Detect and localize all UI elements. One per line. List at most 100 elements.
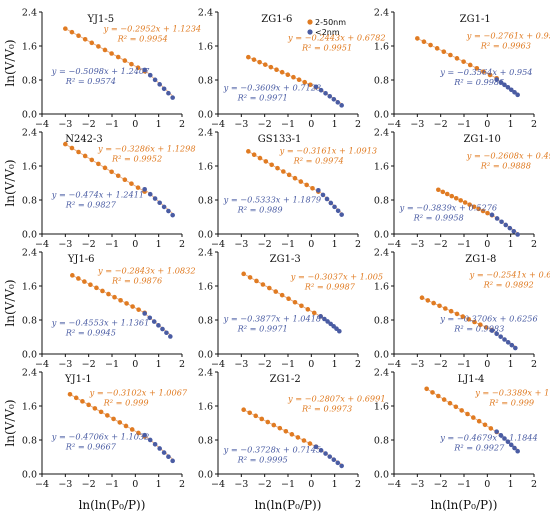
micro-equation: y = −0.4553x + 1.1361 — [51, 317, 150, 327]
y-tick-label: 0.0 — [198, 350, 213, 361]
point-meso — [82, 279, 87, 284]
x-tick-label: 2 — [531, 119, 537, 130]
point-micro — [164, 330, 169, 336]
point-meso — [82, 36, 88, 42]
point-micro — [170, 212, 175, 218]
x-tick-label: −1 — [281, 119, 295, 130]
panel-title: ZG1-2 — [270, 374, 301, 385]
point-meso — [458, 198, 463, 203]
y-tick-label: 1.6 — [22, 402, 37, 413]
point-meso — [254, 278, 259, 284]
point-micro — [499, 219, 504, 225]
point-micro — [332, 204, 337, 210]
point-micro — [161, 450, 167, 455]
point-meso — [260, 282, 266, 287]
x-tick-label: −4 — [387, 359, 401, 370]
panel-gs133-1: 0.0 0.8 1.6 2.4 −4 −3 −2 −1 0 1 2 GS133-1y = −0.316… — [198, 128, 377, 251]
point-meso — [308, 82, 313, 88]
point-meso — [305, 307, 311, 312]
panel-title: YJ1-5 — [86, 14, 114, 25]
x-tick-label: 2 — [179, 239, 185, 250]
point-micro — [513, 345, 518, 351]
point-meso — [471, 415, 476, 420]
point-meso — [286, 296, 291, 302]
legend-meso-label: 2-50nm — [315, 18, 346, 27]
point-meso — [441, 49, 447, 54]
point-meso — [443, 306, 448, 311]
x-tick-label: 1 — [156, 119, 162, 130]
x-tick-label: 1 — [332, 479, 338, 490]
point-meso — [102, 165, 108, 171]
y-tick-label: 2.4 — [22, 8, 37, 19]
point-micro — [508, 442, 514, 448]
x-tick-label: −4 — [211, 479, 225, 490]
point-meso — [448, 52, 453, 58]
x-tick-label: −2 — [434, 239, 448, 250]
point-micro — [515, 448, 520, 454]
x-tick-label: 1 — [156, 479, 162, 490]
point-meso — [246, 54, 251, 60]
panel-zg1-3: 0.0 0.8 1.6 2.4 −4 −3 −2 −1 0 1 2 ZG1-3 y = −0.3037x… — [198, 248, 383, 371]
point-meso — [291, 74, 296, 80]
x-tick-label: 0 — [132, 239, 138, 250]
point-micro — [489, 212, 495, 218]
point-micro — [323, 451, 328, 456]
y-tick-label: 0.0 — [374, 350, 389, 361]
point-meso — [80, 399, 85, 404]
point-meso — [262, 62, 268, 67]
x-tick-label: 0 — [484, 359, 490, 370]
point-meso — [257, 155, 263, 161]
x-tick-label: −2 — [258, 479, 272, 490]
micro-equation: y = −0.3728x + 0.7145 — [223, 445, 322, 455]
y-tick-label: 0.0 — [198, 230, 213, 241]
panel-title: ZG1-10 — [463, 134, 500, 145]
point-micro — [318, 448, 324, 453]
x-tick-label: 2 — [179, 479, 185, 490]
point-meso — [94, 285, 99, 291]
panel-yj1-6: 0.0 0.8 1.6 2.4 −4 −3 −2 −1 0 1 2 YJ1-6y = −0.2843x… — [22, 248, 196, 371]
point-meso — [67, 392, 73, 397]
x-tick-label: −1 — [457, 239, 471, 250]
micro-equation: y = −0.5098x + 1.2407 — [51, 66, 150, 76]
y-tick-label: 1.6 — [22, 162, 37, 173]
point-micro — [339, 463, 344, 469]
x-tick-label: −2 — [434, 359, 448, 370]
point-micro — [313, 444, 319, 450]
point-meso — [271, 422, 277, 428]
point-meso — [124, 301, 129, 306]
point-micro — [489, 328, 495, 333]
point-meso — [109, 169, 114, 175]
y-tick-label: 1.6 — [22, 42, 37, 53]
x-tick-label: −1 — [457, 479, 471, 490]
point-meso — [100, 288, 105, 294]
point-meso — [274, 67, 279, 72]
x-tick-label: −2 — [82, 239, 96, 250]
x-tick-label: −2 — [434, 119, 448, 130]
point-meso — [466, 316, 471, 322]
point-meso — [292, 175, 298, 181]
point-micro — [512, 445, 517, 451]
meso-r2: R² = 0.9954 — [117, 33, 168, 43]
point-meso — [476, 206, 481, 212]
x-axis-label: ln(ln(P₀/P)) — [255, 498, 322, 512]
legend-micro-marker — [307, 29, 313, 35]
panel-title: ZG1-6 — [261, 14, 292, 25]
point-meso — [488, 426, 494, 431]
point-micro — [142, 67, 147, 73]
point-meso — [82, 153, 88, 159]
micro-equation: y = −0.3609x + 0.7128 — [223, 83, 322, 93]
point-meso — [241, 271, 246, 277]
x-tick-label: −4 — [211, 119, 225, 130]
point-micro — [152, 441, 158, 447]
x-tick-label: 2 — [531, 479, 537, 490]
point-meso — [304, 182, 309, 188]
meso-equation: y = −0.2843x + 1.0832 — [97, 265, 196, 275]
point-meso — [122, 58, 128, 63]
x-tick-label: −4 — [387, 119, 401, 130]
point-meso — [279, 292, 285, 298]
point-meso — [273, 289, 279, 294]
y-tick-label: 2.4 — [374, 8, 389, 19]
meso-equation: y = −0.2443x + 0.6782 — [287, 33, 386, 43]
panel-yj1-5: 0.0 0.8 1.6 2.4 −4 −3 −2 −1 0 1 2 YJ1-5y = −0.2952x… — [22, 8, 201, 131]
